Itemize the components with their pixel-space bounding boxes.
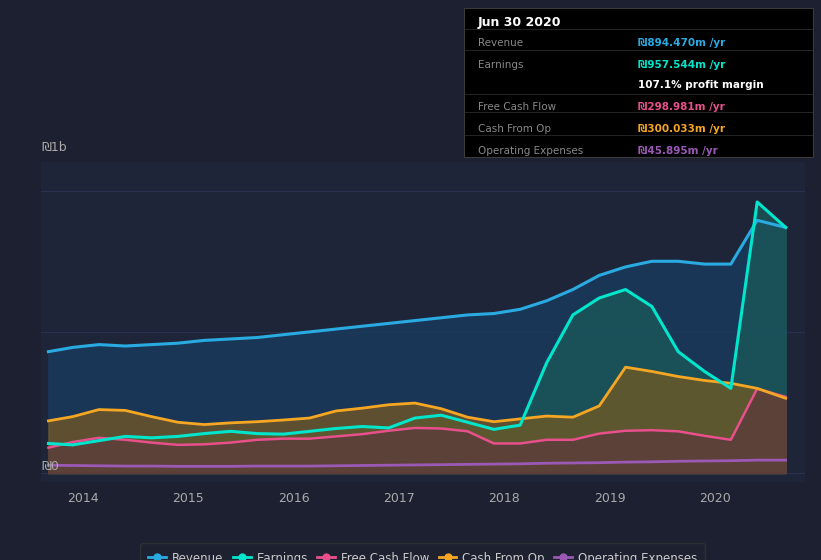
Text: Free Cash Flow: Free Cash Flow xyxy=(478,102,556,112)
Text: ₪957.544m /yr: ₪957.544m /yr xyxy=(639,60,726,71)
Text: ₪45.895m /yr: ₪45.895m /yr xyxy=(639,146,718,156)
Text: ₪894.470m /yr: ₪894.470m /yr xyxy=(639,38,726,48)
Legend: Revenue, Earnings, Free Cash Flow, Cash From Op, Operating Expenses: Revenue, Earnings, Free Cash Flow, Cash … xyxy=(140,543,705,560)
Text: Cash From Op: Cash From Op xyxy=(478,124,551,134)
Text: Revenue: Revenue xyxy=(478,38,523,48)
Text: Jun 30 2020: Jun 30 2020 xyxy=(478,16,562,29)
Text: Earnings: Earnings xyxy=(478,60,523,71)
Text: ₪1b: ₪1b xyxy=(41,141,67,154)
Text: ₪300.033m /yr: ₪300.033m /yr xyxy=(639,124,725,134)
Text: 107.1% profit margin: 107.1% profit margin xyxy=(639,80,764,90)
Text: Operating Expenses: Operating Expenses xyxy=(478,146,583,156)
Text: ₪0: ₪0 xyxy=(41,460,59,473)
Text: ₪298.981m /yr: ₪298.981m /yr xyxy=(639,102,725,112)
